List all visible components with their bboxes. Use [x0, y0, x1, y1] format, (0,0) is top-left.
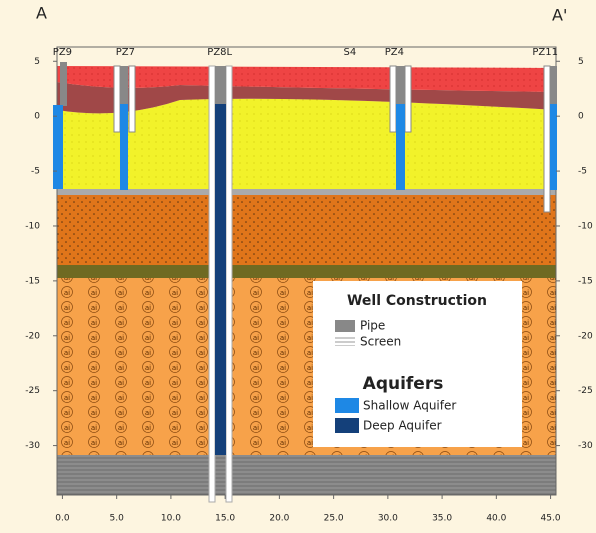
legend-item: Deep Aquifer: [363, 419, 442, 433]
x-tick-label: 5.0: [109, 514, 124, 524]
legend-item: Shallow Aquifer: [363, 399, 456, 413]
well-label: PZ8L: [207, 47, 232, 58]
y-tick-label: -20: [25, 331, 40, 341]
y-tick-label: -5: [578, 167, 587, 177]
x-tick-label: 15.0: [215, 514, 235, 524]
legend-item: Screen: [360, 335, 401, 349]
y-tick-label: -30: [25, 441, 40, 451]
y-tick-label: -10: [25, 221, 40, 231]
x-tick-label: 25.0: [324, 514, 344, 524]
x-tick-label: 30.0: [378, 514, 398, 524]
well-label: PZ7: [116, 47, 135, 58]
section-label: A': [552, 6, 567, 25]
y-tick-label: -5: [31, 167, 40, 177]
section-label: A: [36, 4, 47, 23]
x-tick-label: 0.0: [55, 514, 70, 524]
legend-title: Aquifers: [363, 374, 444, 394]
x-tick-label: 45.0: [541, 514, 561, 524]
y-tick-label: -10: [578, 221, 593, 231]
well-label: PZ11: [532, 47, 558, 58]
legend-title: Well Construction: [347, 293, 487, 309]
y-tick-label: -15: [25, 276, 40, 286]
y-tick-label: -25: [25, 386, 40, 396]
legend-item: Pipe: [360, 319, 385, 333]
cross-section: ai A A' Well Construction Pipe Screen Aq…: [0, 0, 596, 529]
x-tick-label: 40.0: [486, 514, 506, 524]
well-label: PZ9: [53, 47, 72, 58]
y-tick-label: -30: [578, 441, 593, 451]
x-tick-label: 20.0: [269, 514, 289, 524]
y-tick-label: 5: [578, 57, 584, 67]
well-label: PZ4: [385, 47, 404, 58]
y-tick-label: 0: [578, 112, 584, 122]
well-label: S4: [344, 47, 357, 58]
x-tick-label: 10.0: [161, 514, 181, 524]
y-tick-label: 5: [34, 57, 40, 67]
y-tick-label: -15: [578, 276, 593, 286]
y-tick-label: 0: [34, 112, 40, 122]
y-tick-label: -20: [578, 331, 593, 341]
x-tick-label: 35.0: [432, 514, 452, 524]
legend: Well Construction Pipe Screen Aquifers S…: [313, 281, 522, 447]
y-tick-label: -25: [578, 386, 593, 396]
